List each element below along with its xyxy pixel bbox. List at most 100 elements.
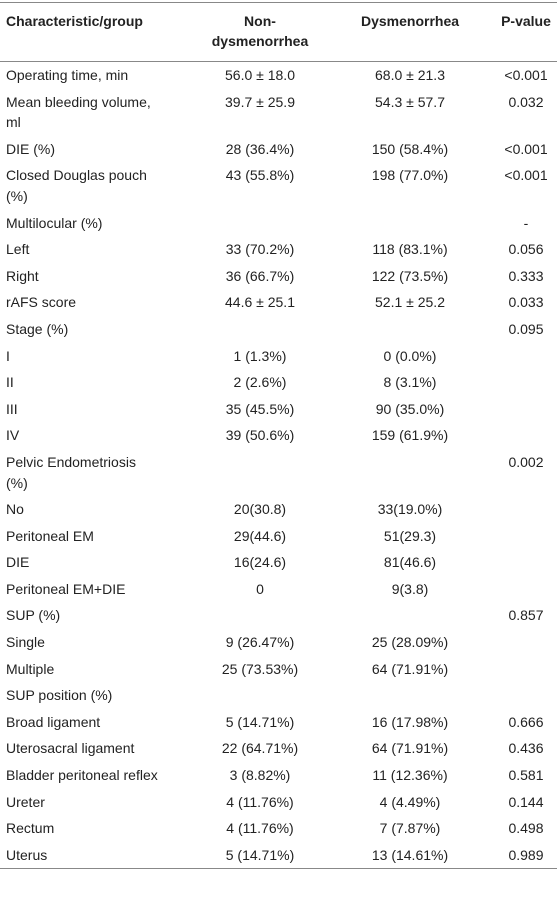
- row-label: Single: [6, 634, 45, 651]
- cell-value: 0.581: [508, 767, 544, 784]
- table-cell: 52.1 ± 25.2: [325, 289, 495, 316]
- table-cell: [325, 449, 495, 496]
- cell-value: 2 (2.6%): [233, 374, 287, 391]
- table-cell: Broad ligament: [0, 709, 195, 736]
- cell-value: 90 (35.0%): [375, 400, 445, 417]
- table-cell: Left: [0, 236, 195, 263]
- table-row: Multiple 25 (73.53%) 64 (71.91%): [0, 656, 557, 683]
- header-text: Non-dysmenorrhea: [211, 13, 309, 49]
- table-row: Left 33 (70.2%) 118 (83.1%) 0.056: [0, 236, 557, 263]
- row-label: Peritoneal EM: [6, 527, 94, 544]
- table-cell: <0.001: [495, 162, 557, 209]
- row-label: Left: [6, 241, 30, 258]
- table-cell: [195, 602, 325, 629]
- table-cell: 54.3 ± 57.7: [325, 89, 495, 136]
- cell-value: 0.989: [508, 846, 544, 863]
- cell-value: 3 (8.82%): [229, 767, 291, 784]
- table-cell: Uterosacral ligament: [0, 735, 195, 762]
- table-cell: 0 (0.0%): [325, 343, 495, 370]
- cell-value: 64 (71.91%): [371, 660, 449, 677]
- cell-value: 68.0 ± 21.3: [375, 67, 445, 83]
- cell-value: 20(30.8): [233, 501, 287, 518]
- table-row: Closed Douglas pouch (%) 43 (55.8%) 198 (7…: [0, 162, 557, 209]
- cell-value: 0.857: [508, 607, 544, 624]
- row-label: No: [6, 501, 24, 518]
- row-label: Peritoneal EM+DIE: [6, 580, 126, 597]
- table-row: Ureter 4 (11.76%) 4 (4.49%) 0.144: [0, 789, 557, 816]
- table-cell: [495, 682, 557, 709]
- table-cell: [495, 656, 557, 683]
- table-row: Peritoneal EM 29(44.6) 51(29.3): [0, 523, 557, 550]
- row-label: III: [6, 400, 18, 417]
- cell-value: <0.001: [504, 167, 548, 184]
- table-cell: Mean bleeding volume, ml: [0, 89, 195, 136]
- cell-value: 43 (55.8%): [225, 167, 295, 184]
- cell-value: 25 (28.09%): [371, 634, 449, 651]
- table-cell: Single: [0, 629, 195, 656]
- table-cell: I: [0, 343, 195, 370]
- table-cell: No: [0, 496, 195, 523]
- cell-value: 33(19.0%): [377, 501, 443, 518]
- cell-value: 56.0 ± 18.0: [225, 67, 295, 83]
- cell-value: 122 (73.5%): [371, 267, 449, 284]
- table-cell: 39 (50.6%): [195, 422, 325, 449]
- table-cell: IV: [0, 422, 195, 449]
- cell-value: 0.056: [508, 241, 544, 258]
- cell-value: 11 (12.36%): [372, 767, 448, 784]
- table-row: Right 36 (66.7%) 122 (73.5%) 0.333: [0, 263, 557, 290]
- table-body: Operating time, min 56.0 ± 18.0 68.0 ± 21.…: [0, 62, 557, 869]
- table-cell: III: [0, 396, 195, 423]
- table-cell: [495, 343, 557, 370]
- table-cell: 0.032: [495, 89, 557, 136]
- table-cell: 2 (2.6%): [195, 369, 325, 396]
- table-row: SUP position (%): [0, 682, 557, 709]
- table-cell: 0.095: [495, 316, 557, 343]
- cell-value: 16(24.6): [233, 554, 287, 571]
- table-cell: 20(30.8): [195, 496, 325, 523]
- row-label: I: [6, 347, 10, 364]
- table-cell: 33 (70.2%): [195, 236, 325, 263]
- row-label: DIE: [6, 554, 30, 571]
- table-cell: 68.0 ± 21.3: [325, 62, 495, 89]
- table-cell: 1 (1.3%): [195, 343, 325, 370]
- table-cell: 0.666: [495, 709, 557, 736]
- table-cell: 16 (17.98%): [325, 709, 495, 736]
- cell-value: 13 (14.61%): [371, 846, 449, 863]
- header-cell: Dysmenorrhea: [325, 2, 495, 62]
- cell-value: 4 (11.76%): [226, 820, 294, 837]
- row-label: II: [6, 374, 14, 391]
- table-row: Operating time, min 56.0 ± 18.0 68.0 ± 21.…: [0, 62, 557, 89]
- table-cell: 150 (58.4%): [325, 136, 495, 163]
- row-label: SUP position (%): [6, 687, 113, 704]
- table-cell: 9(3.8): [325, 576, 495, 603]
- table-cell: 5 (14.71%): [195, 842, 325, 869]
- table-cell: [495, 496, 557, 523]
- row-label: DIE (%): [6, 140, 55, 157]
- table-cell: 51(29.3): [325, 523, 495, 550]
- table-cell: [325, 682, 495, 709]
- table-cell: [195, 682, 325, 709]
- cell-value: 0.498: [508, 820, 544, 837]
- cell-value: 0 (0.0%): [383, 347, 437, 364]
- table-row: IV 39 (50.6%) 159 (61.9%): [0, 422, 557, 449]
- table-row: Broad ligament 5 (14.71%) 16 (17.98%) 0.666: [0, 709, 557, 736]
- table-cell: Pelvic Endometriosis (%): [0, 449, 195, 496]
- table-cell: SUP position (%): [0, 682, 195, 709]
- cell-value: -: [523, 214, 529, 231]
- table-cell: 0.581: [495, 762, 557, 789]
- cell-value: 5 (14.71%): [225, 713, 295, 730]
- table-cell: SUP (%): [0, 602, 195, 629]
- table-row: Single 9 (26.47%) 25 (28.09%): [0, 629, 557, 656]
- table-cell: 4 (11.76%): [195, 789, 325, 816]
- table-cell: [325, 210, 495, 237]
- table-cell: II: [0, 369, 195, 396]
- cell-value: 0.666: [508, 713, 544, 730]
- cell-value: 51(29.3): [383, 527, 437, 544]
- data-table: Characteristic/group Non-dysmenorrhea Dy…: [0, 2, 557, 870]
- table-cell: 0: [195, 576, 325, 603]
- table-cell: 0.436: [495, 735, 557, 762]
- cell-value: 39.7 ± 25.9: [225, 93, 295, 110]
- table-cell: 29(44.6): [195, 523, 325, 550]
- row-label: Ureter: [6, 793, 45, 810]
